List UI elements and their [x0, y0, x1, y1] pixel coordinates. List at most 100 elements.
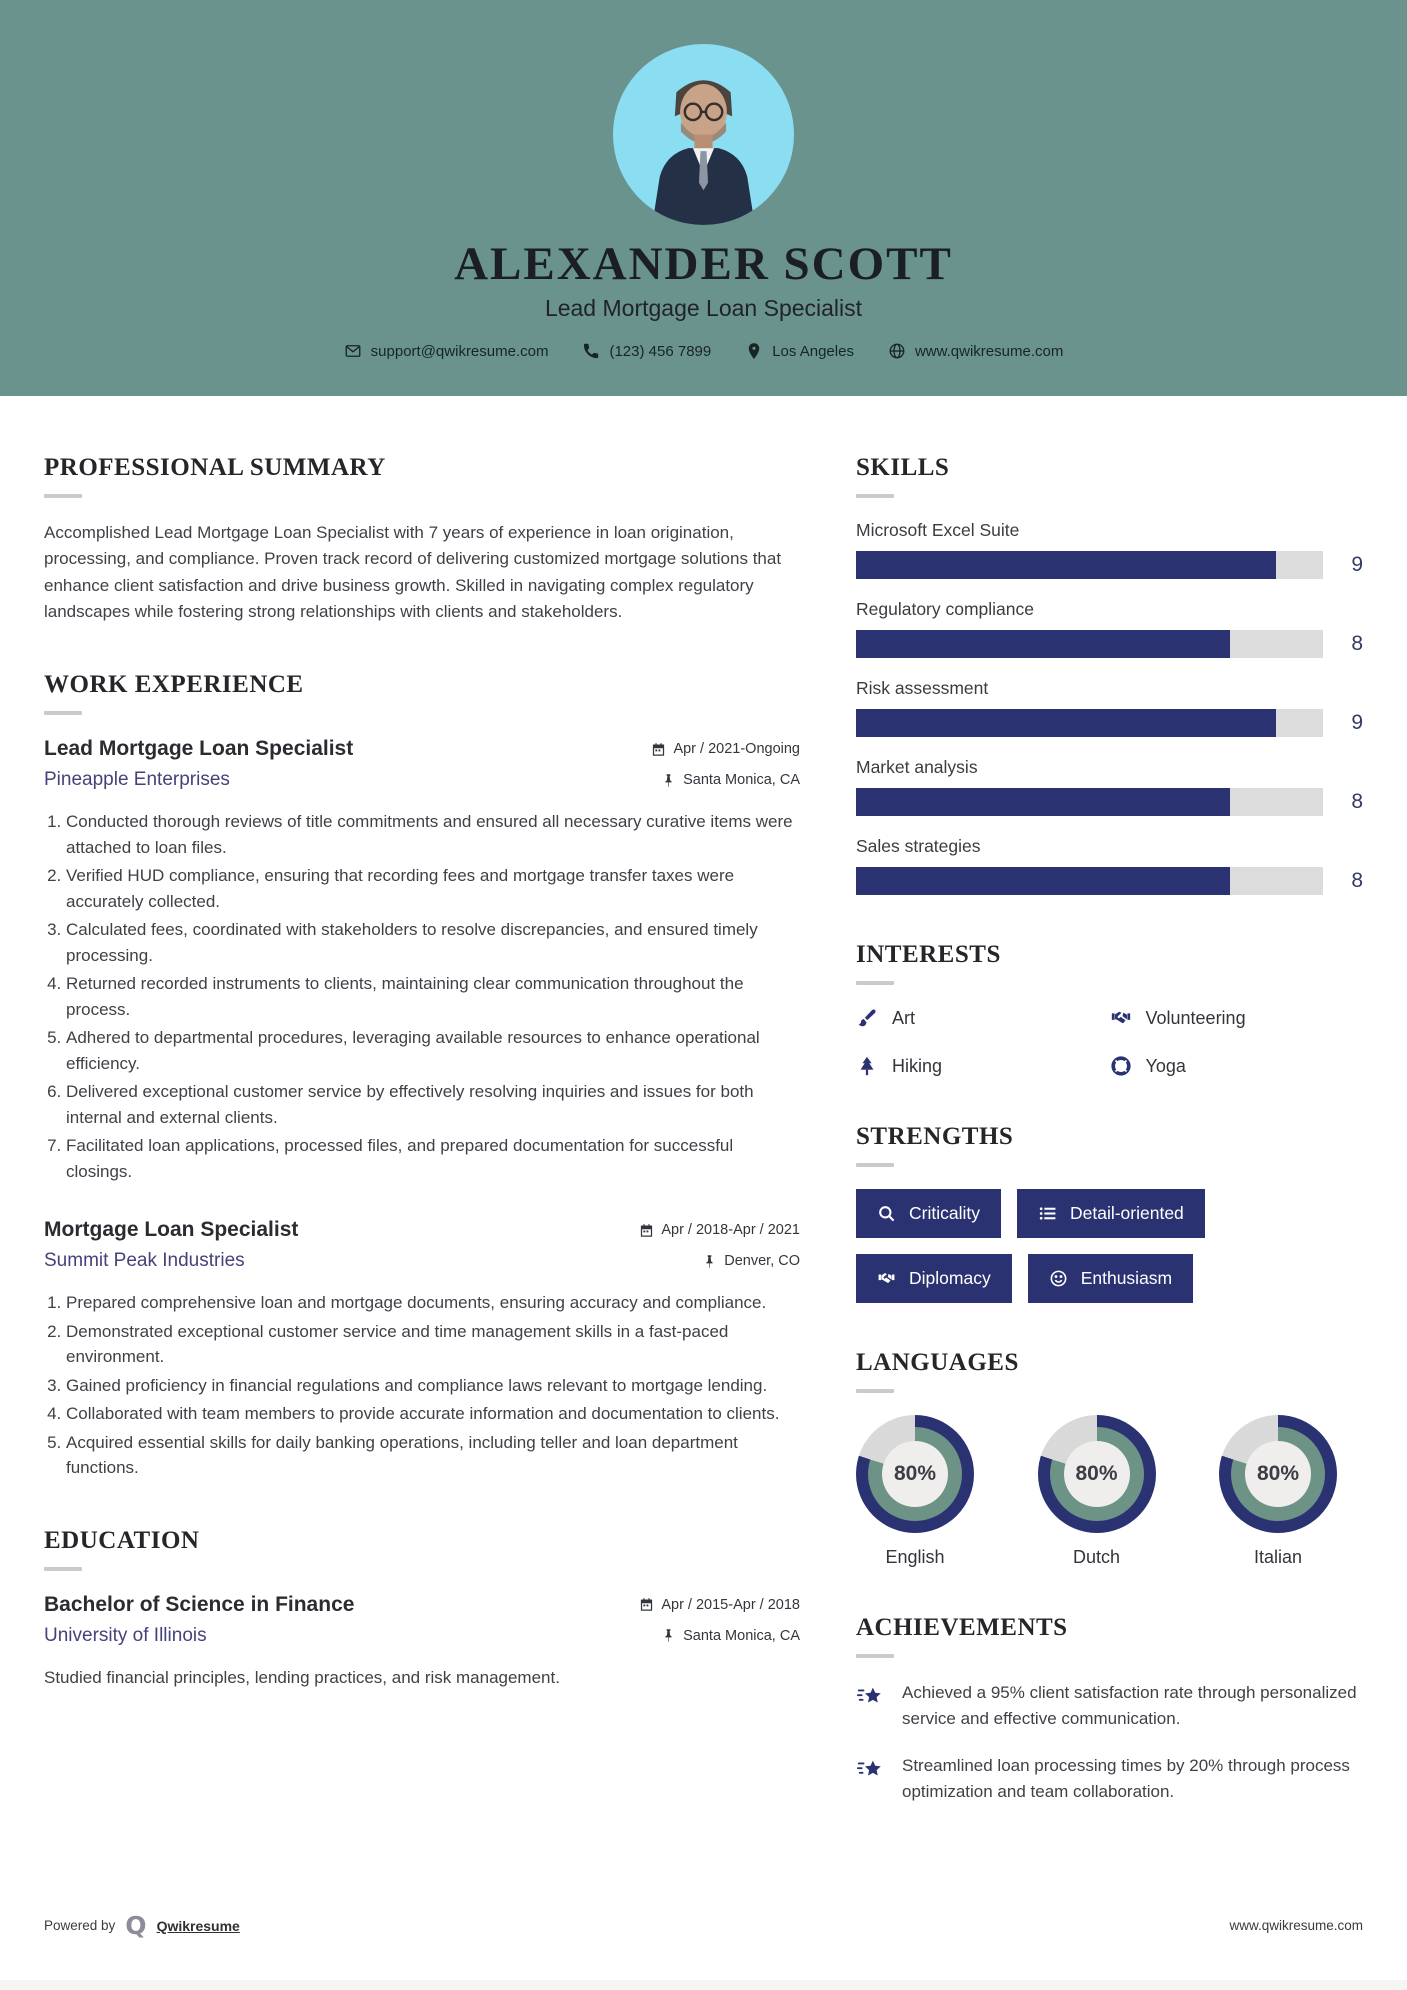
skill-value: 9	[1351, 711, 1363, 734]
section-interests: INTERESTS Art Volunteering Hiking	[856, 941, 1363, 1077]
heading-rule	[856, 981, 894, 985]
contact-email-text: support@qwikresume.com	[370, 342, 549, 360]
mail-icon	[345, 345, 361, 357]
calendar-icon	[641, 1598, 653, 1612]
job-bullet: Delivered exceptional customer service b…	[66, 1079, 800, 1130]
skill-bar-track	[856, 788, 1323, 816]
portrait-photo	[652, 80, 755, 225]
contact-row: support@qwikresume.com (123) 456 7899 Lo…	[0, 342, 1407, 360]
pushpin-icon	[706, 1255, 713, 1268]
contact-phone-text: (123) 456 7899	[609, 342, 712, 360]
job-bullet: Prepared comprehensive loan and mortgage…	[66, 1290, 800, 1316]
contact-phone[interactable]: (123) 456 7899	[582, 342, 711, 360]
heading-rule	[856, 1163, 894, 1167]
skill-value: 9	[1351, 553, 1363, 576]
paintbrush-icon	[858, 1009, 876, 1027]
job-dates-text: Apr / 2018-Apr / 2021	[661, 1222, 800, 1239]
education-location-text: Santa Monica, CA	[683, 1627, 800, 1644]
job-bullet: Acquired essential skills for daily bank…	[66, 1430, 800, 1481]
language-percent: 80%	[1245, 1441, 1311, 1507]
skill-item: Regulatory compliance 8	[856, 599, 1363, 658]
heading-rule	[44, 711, 82, 716]
skill-value: 8	[1351, 790, 1363, 813]
education-school-link[interactable]: University of Illinois	[44, 1624, 207, 1646]
person-name: ALEXANDER SCOTT	[454, 238, 953, 290]
job-bullet-list: Conducted thorough reviews of title comm…	[44, 809, 800, 1184]
job-header: Mortgage Loan Specialist Apr / 2018-Apr …	[44, 1218, 800, 1272]
lifebuoy-icon	[1110, 1056, 1131, 1076]
language-item: 80% Italian	[1219, 1415, 1337, 1568]
interest-art: Art	[856, 1007, 1110, 1029]
language-percent: 80%	[1063, 1441, 1130, 1507]
skill-bar: 9	[856, 709, 1363, 737]
job-bullet: Gained proficiency in financial regulati…	[66, 1373, 800, 1399]
shooting-star-icon	[856, 1760, 881, 1776]
right-column: SKILLS Microsoft Excel Suite 9 Regulator…	[856, 454, 1363, 1850]
language-label: English	[885, 1547, 945, 1567]
strength-detail-oriented: Detail-oriented	[1016, 1189, 1205, 1238]
skill-item: Risk assessment 9	[856, 678, 1363, 737]
job-title: Mortgage Loan Specialist	[44, 1218, 299, 1242]
job-location: Santa Monica, CA	[651, 769, 800, 791]
section-work-experience: WORK EXPERIENCE Lead Mortgage Loan Speci…	[44, 671, 800, 1481]
job-bullet: Returned recorded instruments to clients…	[66, 971, 800, 1022]
interest-yoga: Yoga	[1110, 1055, 1364, 1077]
skill-item: Microsoft Excel Suite 9	[856, 520, 1363, 579]
skill-value: 8	[1351, 869, 1363, 892]
left-column: PROFESSIONAL SUMMARY Accomplished Lead M…	[44, 454, 800, 1736]
interest-hiking: Hiking	[856, 1055, 1110, 1077]
interests-grid: Art Volunteering Hiking Yoga	[856, 1007, 1363, 1077]
interests-heading: INTERESTS	[856, 941, 1001, 968]
job-entry: Mortgage Loan Specialist Apr / 2018-Apr …	[44, 1218, 800, 1481]
strength-enthusiasm: Enthusiasm	[1027, 1254, 1194, 1303]
job-location: Denver, CO	[639, 1250, 800, 1272]
language-donut-chart: 80%	[856, 1415, 974, 1533]
interest-label: Art	[892, 1007, 916, 1028]
strength-label: Detail-oriented	[1069, 1203, 1184, 1223]
qwikresume-logo-icon: Q	[125, 1911, 147, 1940]
handshake-icon	[1111, 1011, 1130, 1024]
education-header: Bachelor of Science in Finance Apr / 201…	[44, 1593, 800, 1647]
summary-text: Accomplished Lead Mortgage Loan Speciali…	[44, 523, 782, 622]
strength-diplomacy: Diplomacy	[856, 1254, 1012, 1303]
job-title: Lead Mortgage Loan Specialist	[44, 737, 354, 761]
interest-label: Hiking	[892, 1055, 943, 1076]
skill-label: Microsoft Excel Suite	[856, 520, 1020, 540]
education-description: Studied financial principles, lending pr…	[44, 1667, 560, 1687]
skill-bar-track	[856, 630, 1323, 658]
search-icon	[879, 1206, 895, 1222]
contact-website-text: www.qwikresume.com	[914, 342, 1064, 360]
skills-heading: SKILLS	[856, 454, 950, 481]
achievement-text: Streamlined loan processing times by 20%…	[902, 1756, 1350, 1801]
strength-chips: Criticality Detail-oriented Diplomacy En…	[856, 1189, 1363, 1303]
education-degree: Bachelor of Science in Finance	[44, 1592, 355, 1616]
footer-branding: Powered by Q Qwikresume	[44, 1913, 240, 1938]
language-donut-chart: 80%	[1037, 1415, 1156, 1533]
pushpin-icon	[665, 1629, 672, 1643]
job-company-link[interactable]: Pineapple Enterprises	[44, 769, 230, 791]
job-bullet: Verified HUD compliance, ensuring that r…	[66, 863, 800, 914]
footer: Powered by Q Qwikresume www.qwikresume.c…	[44, 1913, 1363, 1938]
handshake-icon	[878, 1273, 895, 1283]
strength-label: Diplomacy	[909, 1268, 991, 1288]
heading-rule	[856, 494, 894, 498]
footer-website[interactable]: www.qwikresume.com	[1229, 1918, 1363, 1933]
summary-heading: PROFESSIONAL SUMMARY	[44, 454, 386, 481]
shooting-star-icon	[856, 1687, 881, 1703]
contact-website[interactable]: www.qwikresume.com	[888, 342, 1063, 360]
smiley-icon	[1050, 1270, 1067, 1287]
section-achievements: ACHIEVEMENTS Achieved a 95% client satis…	[856, 1614, 1363, 1804]
skill-label: Regulatory compliance	[856, 599, 1035, 619]
powered-by-label: Powered by	[44, 1918, 116, 1933]
job-company-link[interactable]: Summit Peak Industries	[44, 1250, 245, 1272]
skill-label: Sales strategies	[856, 836, 981, 856]
qwikresume-brand-link[interactable]: Qwikresume	[156, 1917, 240, 1934]
skill-bar-fill	[856, 867, 1230, 895]
header: ALEXANDER SCOTT Lead Mortgage Loan Speci…	[0, 0, 1407, 396]
achievement-text: Achieved a 95% client satisfaction rate …	[902, 1683, 1357, 1728]
languages-heading: LANGUAGES	[856, 1349, 1019, 1376]
phone-icon	[584, 343, 599, 359]
contact-email[interactable]: support@qwikresume.com	[344, 342, 549, 360]
job-bullet-list: Prepared comprehensive loan and mortgage…	[44, 1290, 800, 1481]
